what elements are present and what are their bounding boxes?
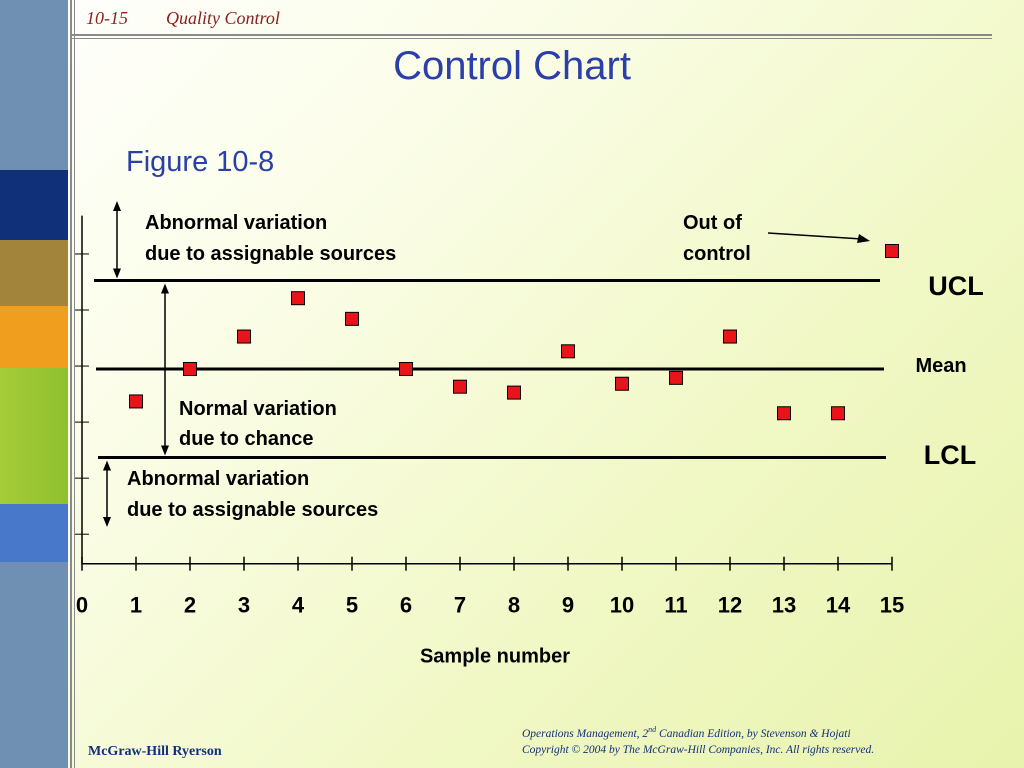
data-point <box>561 344 575 359</box>
citation-suffix: Canadian Edition, by Stevenson & Hojati <box>656 727 851 740</box>
x-axis-label: Sample number <box>420 646 570 668</box>
annotation-abnormal-upper-line1: Abnormal variation <box>145 212 327 234</box>
arrow-out-of-control <box>767 232 863 240</box>
sidebar-band-olive <box>0 240 68 306</box>
control-line-label-mean: Mean <box>915 355 966 377</box>
footer-citation: Operations Management, 2nd Canadian Edit… <box>522 722 874 758</box>
citation-sup: nd <box>648 725 657 734</box>
annotation-abnormal-lower-line2: due to assignable sources <box>127 499 378 521</box>
data-point <box>345 311 359 326</box>
data-point <box>183 362 197 376</box>
x-tick-label: 13 <box>772 593 796 618</box>
copyright: Copyright © 2004 by The McGraw-Hill Comp… <box>522 743 875 756</box>
data-point <box>399 362 413 376</box>
sidebar-decoration <box>0 0 68 768</box>
annotation-out-of-control-line2: control <box>683 243 751 265</box>
slide-number: 10-15 <box>86 8 128 28</box>
sidebar-band-blue <box>0 504 68 562</box>
figure-label: Figure 10-8 <box>126 146 275 178</box>
x-tick-label: 9 <box>562 593 574 618</box>
x-tick-label: 8 <box>508 593 520 618</box>
control-line-label-ucl: UCL <box>928 271 984 301</box>
data-point <box>237 329 251 344</box>
x-tick-label: 15 <box>880 593 904 618</box>
x-tick-label: 1 <box>130 593 142 618</box>
sidebar-band-green <box>0 368 68 504</box>
x-tick-label: 14 <box>826 593 851 618</box>
data-point <box>507 385 521 400</box>
data-point <box>777 406 791 421</box>
arrow-normal-head-top <box>161 283 169 294</box>
section-title: Quality Control <box>166 8 280 28</box>
arrow-normal-head-bottom <box>161 445 169 456</box>
header-rule <box>72 38 992 39</box>
x-tick-label: 11 <box>664 593 687 618</box>
x-tick-label: 5 <box>346 593 358 618</box>
header-rule <box>72 34 992 36</box>
annotation-normal-line1: Normal variation <box>179 398 337 420</box>
data-point <box>723 329 737 344</box>
arrow-abnormal-upper-head-bottom <box>113 268 121 279</box>
control-line-label-lcl: LCL <box>924 440 976 470</box>
arrow-abnormal-upper-head-top <box>113 201 121 211</box>
data-point <box>291 291 305 306</box>
footer-publisher: McGraw-Hill Ryerson <box>88 744 222 759</box>
data-point <box>453 379 467 394</box>
annotation-out-of-control-line1: Out of <box>683 212 742 234</box>
x-tick-label: 12 <box>718 593 742 618</box>
citation-prefix: Operations Management, 2 <box>522 727 649 740</box>
arrow-abnormal-lower-head-bottom <box>103 517 111 527</box>
x-tick-label: 6 <box>400 593 412 618</box>
x-tick-label: 2 <box>184 593 196 618</box>
data-point <box>129 394 143 409</box>
data-point <box>831 406 845 421</box>
vertical-rule <box>70 0 72 768</box>
x-tick-label: 10 <box>610 593 634 618</box>
vertical-rule <box>74 0 75 768</box>
x-tick-label: 3 <box>238 593 250 618</box>
annotation-abnormal-lower-line1: Abnormal variation <box>127 468 309 490</box>
slide-title: Control Chart <box>393 44 631 88</box>
x-tick-label: 4 <box>292 593 305 618</box>
x-tick-label: 7 <box>454 593 466 618</box>
data-point <box>885 244 899 258</box>
annotation-abnormal-upper-line2: due to assignable sources <box>145 243 396 265</box>
x-tick-label: 0 <box>76 593 88 618</box>
data-point <box>615 376 629 391</box>
annotation-normal-line2: due to chance <box>179 428 313 450</box>
sidebar-band-orange <box>0 306 68 368</box>
data-point <box>669 370 683 385</box>
arrow-out-of-control-head <box>857 234 870 243</box>
sidebar-band-navy <box>0 170 68 240</box>
arrow-abnormal-lower-head-top <box>103 460 111 471</box>
